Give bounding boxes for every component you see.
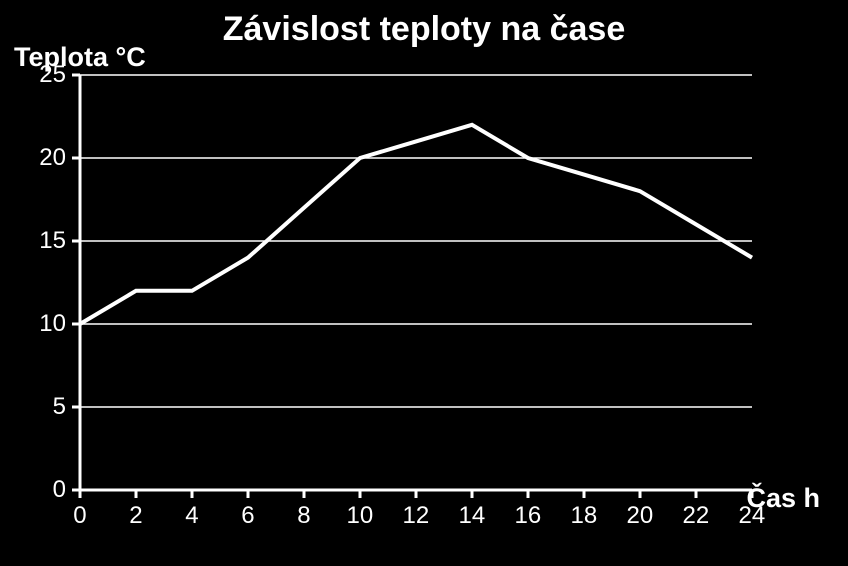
x-tick-label: 10: [347, 504, 374, 528]
y-tick-label: 5: [53, 395, 66, 419]
x-tick-label: 12: [403, 504, 430, 528]
y-tick-label: 20: [39, 146, 66, 170]
x-tick-label: 6: [241, 504, 254, 528]
y-tick-label: 25: [39, 63, 66, 87]
chart-container: Závislost teploty na čase Teplota °C Čas…: [0, 0, 848, 566]
x-tick-label: 2: [129, 504, 142, 528]
x-tick-label: 8: [297, 504, 310, 528]
x-tick-label: 16: [515, 504, 542, 528]
x-tick-label: 22: [683, 504, 710, 528]
y-tick-label: 0: [53, 478, 66, 502]
x-tick-label: 24: [739, 504, 766, 528]
data-line: [80, 125, 752, 324]
x-tick-label: 20: [627, 504, 654, 528]
x-tick-label: 14: [459, 504, 486, 528]
x-tick-label: 4: [185, 504, 198, 528]
x-tick-label: 0: [73, 504, 86, 528]
chart-svg: [0, 0, 848, 566]
x-tick-label: 18: [571, 504, 598, 528]
y-tick-label: 10: [39, 312, 66, 336]
y-tick-label: 15: [39, 229, 66, 253]
